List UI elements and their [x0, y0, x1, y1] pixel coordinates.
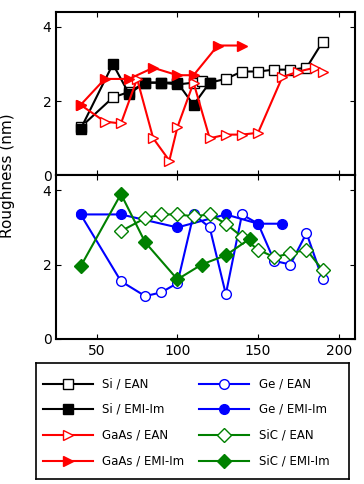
Text: GaAs / EMI-Im: GaAs / EMI-Im	[102, 454, 184, 467]
Text: SiC / EAN: SiC / EAN	[259, 428, 313, 441]
X-axis label: P$_s$ (GPa): P$_s$ (GPa)	[174, 363, 237, 381]
Text: Si / EMI-Im: Si / EMI-Im	[102, 403, 165, 416]
Text: Ge / EAN: Ge / EAN	[259, 378, 310, 391]
Text: GaAs / EAN: GaAs / EAN	[102, 428, 168, 441]
Text: Ge / EMI-Im: Ge / EMI-Im	[259, 403, 327, 416]
Text: SiC / EMI-Im: SiC / EMI-Im	[259, 454, 329, 467]
Text: Si / EAN: Si / EAN	[102, 378, 149, 391]
Text: Roughness (nm): Roughness (nm)	[0, 113, 15, 238]
